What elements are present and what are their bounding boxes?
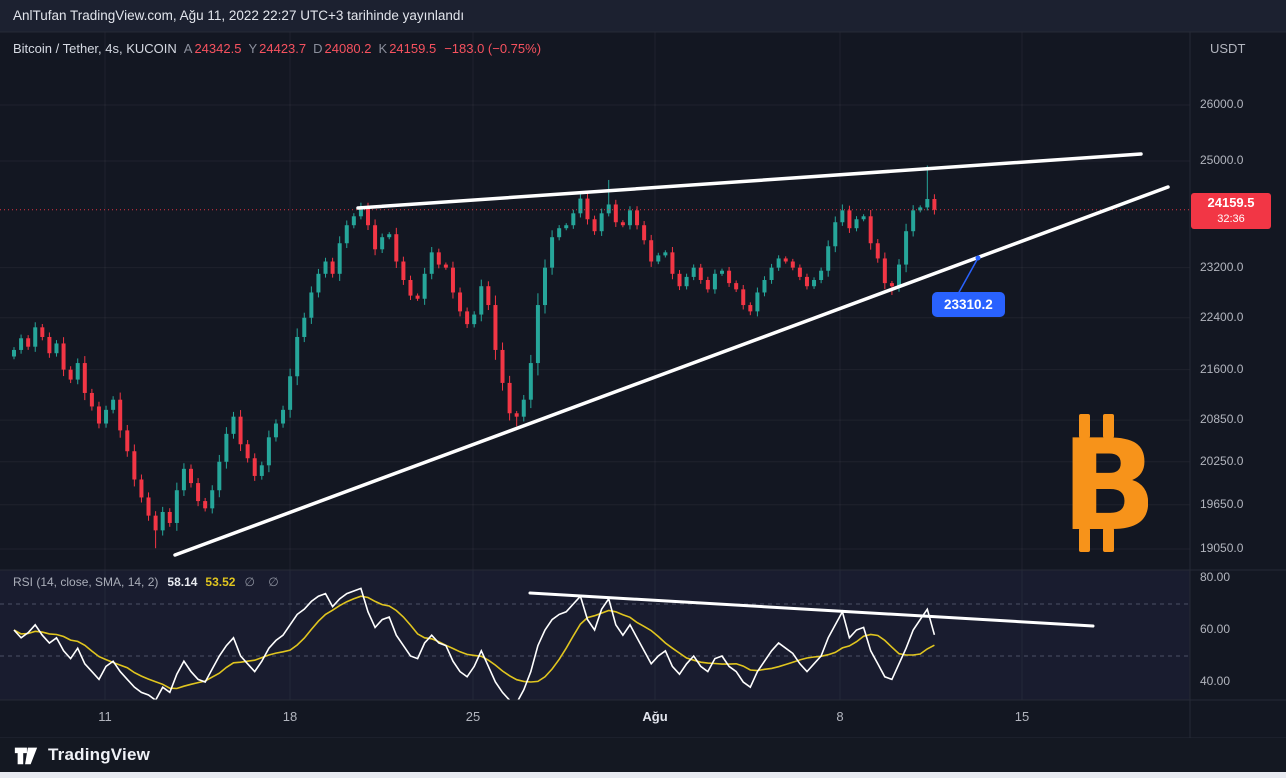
time-axis-label: 18 xyxy=(282,709,298,724)
rsi-trendline[interactable] xyxy=(528,591,1095,628)
currency-label: USDT xyxy=(1210,41,1246,56)
bitcoin-icon: B xyxy=(1061,412,1157,559)
change-value: −183.0 (−0.75%) xyxy=(444,41,542,56)
last-price-label: 24159.5 32:36 xyxy=(1191,192,1271,229)
ohlc-letter: D xyxy=(313,41,323,56)
trendline-price-callout[interactable]: 23310.2 xyxy=(932,292,1005,317)
ohlc-letter: A xyxy=(183,41,193,56)
callout-anchor-dot xyxy=(975,255,981,261)
rsi-empty-values: ∅ ∅ xyxy=(244,575,284,589)
callout-value: 23310.2 xyxy=(944,297,993,312)
symbol-title[interactable]: Bitcoin / Tether, 4s, KUCOIN xyxy=(13,41,177,56)
symbol-legend: Bitcoin / Tether, 4s, KUCOIN A 24342.5 Y 24… xyxy=(13,41,541,56)
rsi-tick-label: 80.00 xyxy=(1200,570,1231,584)
ohlc-letter: Y xyxy=(248,41,258,56)
time-axis-label: 8 xyxy=(836,709,844,724)
lower-trendline[interactable] xyxy=(173,185,1170,557)
rsi-sma-value: 53.52 xyxy=(205,575,236,589)
ohlc-value: 24423.7 xyxy=(259,41,307,56)
time-axis-label: Ağu xyxy=(642,709,668,724)
svg-text:B: B xyxy=(1061,412,1148,552)
price-axis[interactable]: USDT 24159.5 32:36 26000.0 25000.0 23200.0… xyxy=(1190,32,1286,738)
price-tick-label: 26000.0 xyxy=(1200,97,1244,111)
rsi-plot xyxy=(13,587,936,700)
rsi-legend: RSI (14, close, SMA, 14, 2) 58.14 53.52 … xyxy=(13,575,284,589)
ohlc-value: 24159.5 xyxy=(389,41,437,56)
price-tick-label: 22400.0 xyxy=(1200,309,1244,324)
rsi-value: 58.14 xyxy=(167,575,198,589)
callout-connector-line xyxy=(957,257,979,295)
last-price-value: 24159.5 xyxy=(1207,194,1255,210)
tradingview-wordmark[interactable]: TradingView xyxy=(48,745,151,764)
price-tick-label: 23200.0 xyxy=(1200,259,1244,274)
candlesticks xyxy=(12,165,937,549)
rsi-tick-label: 40.00 xyxy=(1200,674,1231,688)
rsi-title[interactable]: RSI (14, close, SMA, 14, 2) xyxy=(13,575,159,589)
tradingview-logo-icon[interactable] xyxy=(13,742,39,768)
rsi-tick-label: 60.00 xyxy=(1200,622,1231,636)
rsi-pane-background xyxy=(0,570,1190,700)
grid-lines xyxy=(0,32,1190,700)
price-tick-label: 20850.0 xyxy=(1200,412,1244,427)
ohlc-letter: K xyxy=(378,41,388,56)
ohlc-value: 24080.2 xyxy=(324,41,372,56)
footer-bar: TradingView xyxy=(0,738,1286,772)
time-axis-label: 25 xyxy=(465,709,481,724)
rsi-sma-line xyxy=(13,595,935,690)
bitcoin-logo-watermark: B xyxy=(1048,402,1157,559)
price-tick-label: 21600.0 xyxy=(1200,361,1244,376)
page-bottom-strip xyxy=(0,772,1286,778)
time-axis-label: 11 xyxy=(98,709,112,724)
attribution-text: AnlTufan TradingView.com, Ağu 11, 2022 2… xyxy=(13,8,465,23)
time-axis-label: 15 xyxy=(1014,709,1030,724)
upper-trendline[interactable] xyxy=(356,152,1143,210)
price-tick-label: 19050.0 xyxy=(1200,540,1244,555)
rsi-line xyxy=(13,587,936,700)
price-tick-label: 25000.0 xyxy=(1200,152,1244,167)
ohlc-value: 24342.5 xyxy=(194,41,242,56)
attribution-bar: AnlTufan TradingView.com, Ağu 11, 2022 2… xyxy=(0,0,1286,32)
bar-countdown: 32:36 xyxy=(1217,212,1245,225)
price-tick-label: 19650.0 xyxy=(1200,496,1244,511)
time-axis[interactable]: 11 18 25 Ağu 8 15 xyxy=(0,700,1190,738)
ohlc-values: A 24342.5 Y 24423.7 D 24080.2 K 24159.5 xyxy=(177,41,436,56)
price-tick-label: 20250.0 xyxy=(1200,453,1244,468)
